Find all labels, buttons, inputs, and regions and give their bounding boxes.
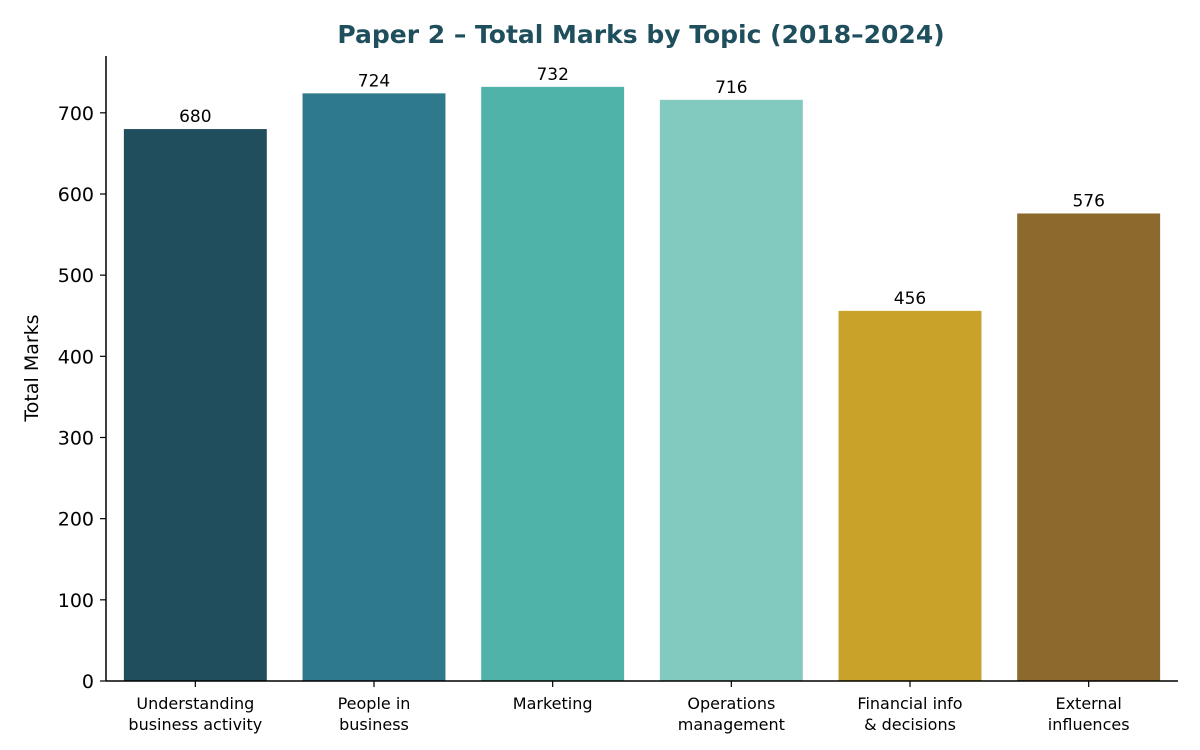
y-tick-label: 700 [58, 103, 94, 125]
bars [123, 86, 1161, 682]
bar [659, 99, 803, 681]
bar-value-label: 576 [1072, 191, 1104, 211]
x-axis-labels: Understanding business activity People in b… [128, 681, 1130, 734]
bar-value-label: 724 [358, 71, 390, 91]
y-tick-label: 0 [82, 671, 94, 693]
y-tick-label: 100 [58, 590, 94, 612]
x-tick-label: Understanding business activity [128, 694, 262, 734]
bar [838, 310, 982, 681]
x-tick-label: External influences [1048, 694, 1130, 734]
y-tick-label: 200 [58, 509, 94, 531]
bar [481, 86, 625, 681]
x-tick-label: Operations management [678, 694, 785, 734]
x-tick-label: Marketing [513, 694, 593, 713]
y-axis-title: Total Marks [21, 314, 43, 422]
bar [123, 129, 267, 681]
y-tick-label: 500 [58, 265, 94, 287]
x-tick-label: People in business [338, 694, 411, 734]
bar [302, 93, 446, 682]
chart-title: Paper 2 – Total Marks by Topic (2018–202… [337, 20, 944, 49]
y-tick-label: 600 [58, 184, 94, 206]
value-labels: 680 724 732 716 456 576 [179, 65, 1105, 309]
bar-value-label: 680 [179, 107, 211, 127]
y-tick-label: 300 [58, 427, 94, 449]
bar-value-label: 716 [715, 78, 747, 98]
y-axis-ticks: 0 100 200 300 400 500 600 700 [58, 103, 106, 693]
y-tick-label: 400 [58, 346, 94, 368]
bar-value-label: 456 [894, 289, 926, 309]
bar-value-label: 732 [536, 65, 568, 85]
x-tick-label: Financial info & decisions [857, 694, 962, 734]
bar [1017, 213, 1161, 681]
